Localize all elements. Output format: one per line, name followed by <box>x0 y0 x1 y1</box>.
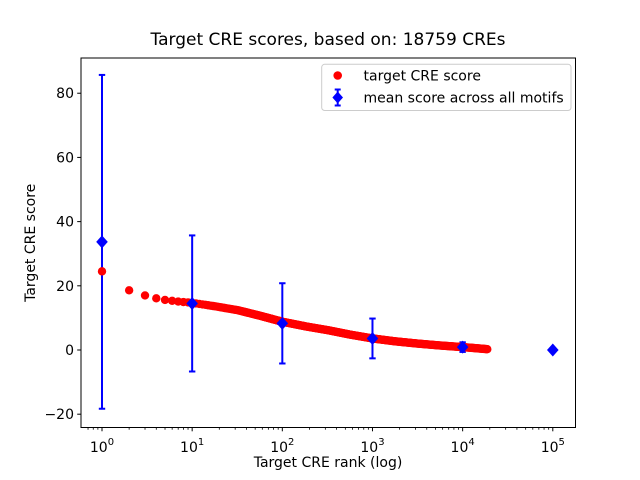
x-tick-label: 104 <box>451 437 475 456</box>
mean-score-diamond <box>96 235 108 249</box>
y-tick-label: 20 <box>56 279 74 295</box>
legend-red-dot-icon <box>333 71 343 80</box>
target-score-dot <box>97 267 107 276</box>
y-axis-label: Target CRE score <box>23 184 39 303</box>
mean-score-diamond <box>186 296 198 310</box>
legend-blue-diamond-errorbar-icon <box>332 88 343 107</box>
target-score-dot <box>124 286 134 295</box>
legend-box <box>321 63 572 112</box>
mean-score-diamond <box>456 340 469 354</box>
y-tick-label: 60 <box>56 150 74 166</box>
target-score-dot <box>160 295 170 305</box>
mean-score-diamond <box>366 331 379 345</box>
target-score-dot <box>483 344 492 354</box>
legend-entry-target-score: target CRE score <box>364 69 481 85</box>
y-tick-label: −20 <box>44 407 74 423</box>
legend-entry-mean-score: mean score across all motifs <box>364 91 564 107</box>
target-score-dot <box>140 291 150 300</box>
x-tick-label: 102 <box>270 437 294 456</box>
mean-score-diamond <box>547 343 559 357</box>
x-minor-ticks <box>87 427 550 430</box>
y-tick-label: 0 <box>65 343 74 359</box>
mean-score-diamonds <box>96 235 559 357</box>
axis-ticks <box>77 92 554 432</box>
mean-score-diamond <box>276 316 289 330</box>
x-axis-label: Target CRE rank (log) <box>253 455 403 471</box>
x-tick-label: 103 <box>360 437 384 456</box>
y-tick-label: 80 <box>56 86 74 102</box>
x-tick-label: 105 <box>541 437 565 456</box>
chart-title: Target CRE scores, based on: 18759 CREs <box>150 30 506 50</box>
x-tick-label: 100 <box>90 437 114 456</box>
y-tick-label: 40 <box>56 215 74 231</box>
legend: target CRE score mean score across all m… <box>321 63 572 112</box>
tick-labels: 100 101 102 103 104 105 −20 0 20 40 60 80 <box>44 86 564 456</box>
plot-area <box>80 57 576 428</box>
target-score-dot <box>152 294 161 303</box>
x-tick-label: 101 <box>180 437 204 456</box>
